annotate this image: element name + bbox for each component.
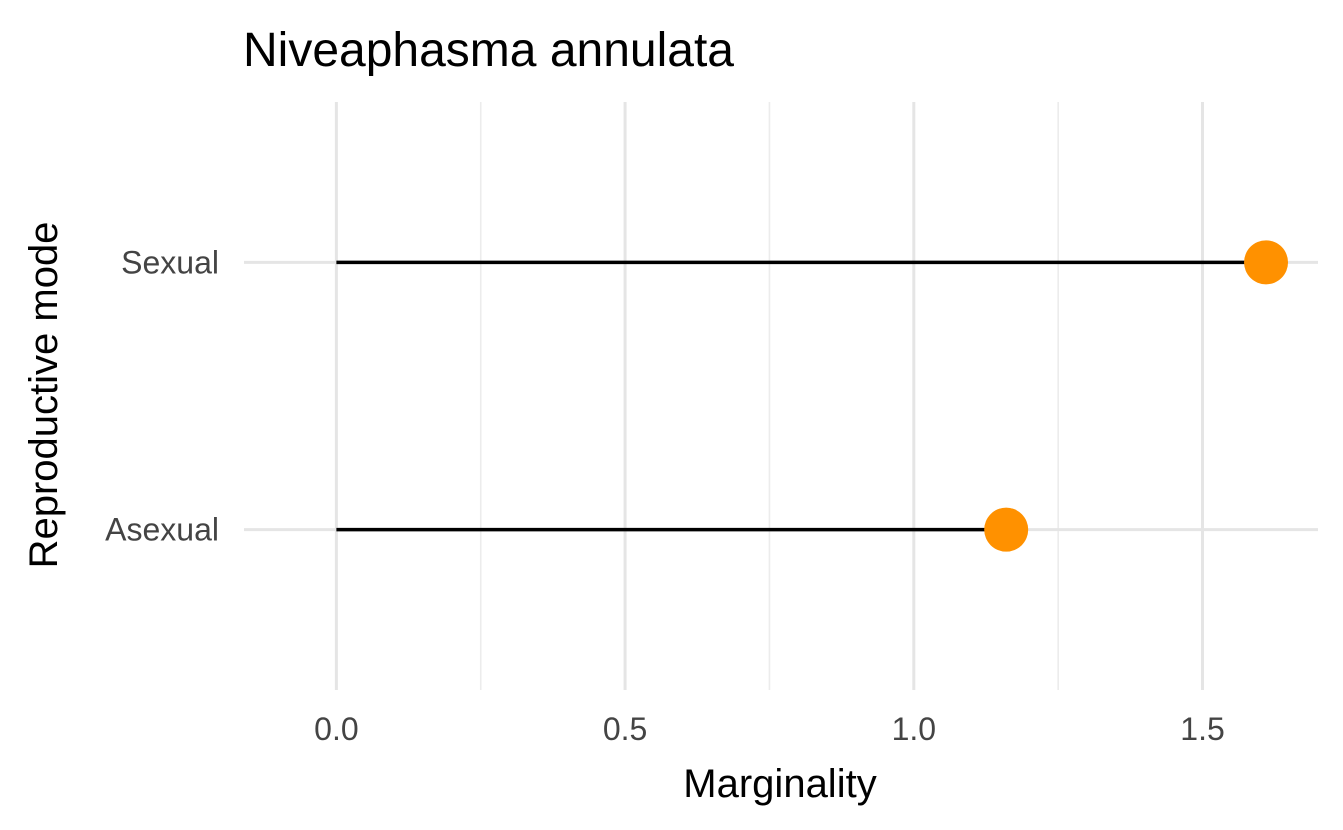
grid — [244, 102, 1318, 690]
x-tick-label-0: 0.0 — [314, 711, 358, 747]
tick-labels: 0.0 0.5 1.0 1.5 Sexual Asexual — [105, 244, 1225, 747]
lollipop-point-asexual — [984, 507, 1029, 552]
x-tick-label-1: 0.5 — [603, 711, 647, 747]
y-tick-label-1: Asexual — [105, 512, 219, 548]
y-axis-title: Reproductive mode — [22, 222, 66, 569]
marks — [336, 240, 1289, 552]
chart-title: Niveaphasma annulata — [243, 24, 734, 77]
x-tick-label-3: 1.5 — [1180, 711, 1224, 747]
x-tick-label-2: 1.0 — [892, 711, 936, 747]
y-tick-label-0: Sexual — [121, 244, 219, 280]
x-axis-title: Marginality — [683, 762, 876, 806]
lollipop-point-sexual — [1244, 240, 1289, 285]
